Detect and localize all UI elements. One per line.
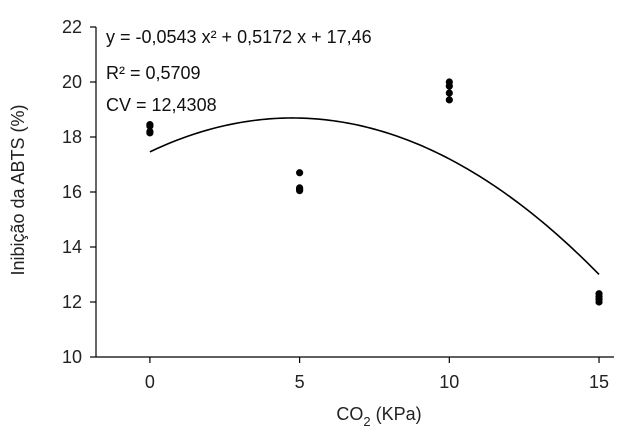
annotations: y = -0,0543 x² + 0,5172 x + 17,46 R² = 0… xyxy=(106,27,372,115)
x-axis-label-main: CO xyxy=(336,404,363,424)
cv-label: CV = 12,4308 xyxy=(106,95,217,115)
y-tick-label: 18 xyxy=(62,127,82,147)
y-tick-label: 14 xyxy=(62,237,82,257)
regression-equation: y = -0,0543 x² + 0,5172 x + 17,46 xyxy=(106,27,372,47)
y-ticks: 10 12 14 16 18 20 22 xyxy=(62,17,96,367)
r-squared-label: R² = 0,5709 xyxy=(106,63,201,83)
x-axis-label-subscript: 2 xyxy=(363,414,370,429)
x-tick-label: 5 xyxy=(295,372,305,392)
data-point xyxy=(296,187,304,195)
y-tick-label: 22 xyxy=(62,17,82,37)
x-tick-label: 10 xyxy=(439,372,459,392)
y-axis: 10 12 14 16 18 20 22 xyxy=(62,17,97,367)
data-point xyxy=(445,96,453,104)
data-point xyxy=(146,129,154,137)
y-axis-label: Inibição da ABTS (%) xyxy=(8,104,28,275)
y-tick-label: 10 xyxy=(62,347,82,367)
data-points xyxy=(146,78,603,306)
x-axis-label-rest: (KPa) xyxy=(371,404,422,424)
y-tick-label: 12 xyxy=(62,292,82,312)
data-point xyxy=(296,169,304,177)
x-tick-label: 15 xyxy=(589,372,609,392)
data-point xyxy=(595,298,603,306)
x-axis: 0 5 10 15 xyxy=(96,356,614,392)
fit-curve xyxy=(149,117,600,276)
x-tick-label: 0 xyxy=(145,372,155,392)
y-tick-label: 16 xyxy=(62,182,82,202)
y-tick-label: 20 xyxy=(62,72,82,92)
data-point xyxy=(445,89,453,97)
data-point xyxy=(146,122,154,130)
x-ticks: 0 5 10 15 xyxy=(145,357,609,392)
x-axis-label: CO2 (KPa) xyxy=(336,404,421,429)
data-point xyxy=(445,82,453,90)
